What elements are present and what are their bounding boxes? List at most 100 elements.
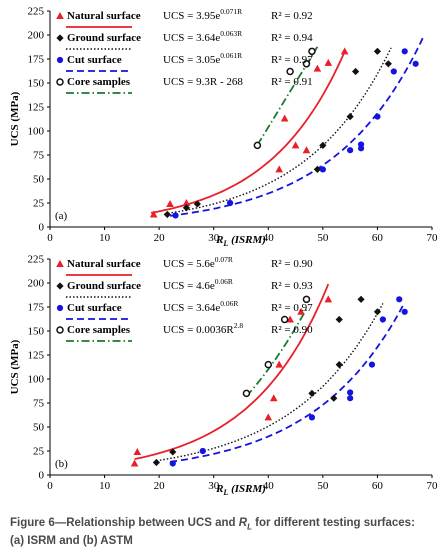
figure-caption: Figure 6—Relationship between UCS and RL… [10, 516, 440, 548]
caption-line-2: (a) ISRM and (b) ASTM [10, 535, 133, 548]
data-point-circle [172, 212, 179, 219]
y-tick-label: 225 [28, 254, 45, 266]
caption-symbol-sub: L [247, 522, 252, 532]
data-point-circle [379, 316, 386, 323]
x-tick-label: 60 [372, 480, 384, 492]
data-point-open-circle [242, 389, 251, 398]
x-axis-title-suffix: (ISRM) [228, 483, 266, 495]
data-point-diamond [319, 141, 327, 149]
data-point-triangle [269, 394, 278, 402]
data-point-diamond [346, 113, 354, 121]
legend-equation-base: UCS = 3.05e [163, 54, 220, 66]
legend-r2: R² = 0.97 [271, 302, 313, 314]
legend-equation: UCS = 0.0036R2.8 [163, 321, 243, 336]
x-tick-label: 70 [427, 232, 439, 244]
data-point-diamond [373, 308, 382, 316]
legend-r2: R² = 0.91 [271, 76, 313, 88]
panel-label: (b) [55, 458, 68, 470]
x-tick-label: 40 [263, 232, 275, 244]
fit-line-circle [169, 301, 406, 463]
x-tick-label: 30 [208, 232, 220, 244]
data-point-triangle [182, 199, 191, 206]
caption-prefix: Figure 6—Relationship between UCS and [10, 517, 239, 529]
data-point-circle [319, 166, 326, 173]
legend-series-name: Core samples [67, 324, 131, 336]
y-tick-label: 150 [28, 78, 45, 90]
x-tick-label: 20 [154, 232, 166, 244]
legend-equation-base: UCS = 0.0036R [163, 324, 234, 336]
x-tick-label: 40 [263, 480, 275, 492]
x-axis-title: RL (ISRM) [215, 234, 266, 248]
legend-equation: UCS = 5.6e0.07R [163, 255, 233, 270]
legend-equation: UCS = 3.64e0.06R [163, 299, 238, 314]
x-tick-label: 50 [317, 232, 329, 244]
legend-marker-open-circle [56, 326, 64, 334]
legend-marker-circle [56, 304, 64, 312]
data-point-open-circle [286, 67, 294, 76]
data-point-diamond [384, 60, 392, 68]
y-tick-label: 75 [33, 150, 45, 162]
legend-marker-circle [56, 56, 64, 64]
data-point-triangle [264, 413, 273, 421]
x-tick-label: 10 [99, 480, 111, 492]
fit-line-circle [169, 35, 425, 217]
panel-label: (a) [55, 210, 68, 222]
data-point-open-circle [280, 315, 289, 324]
legend-equation-base: UCS = 3.64e [163, 32, 220, 44]
data-point-diamond [357, 295, 365, 303]
y-tick-label: 0 [39, 222, 45, 234]
x-tick-label: 50 [317, 480, 329, 492]
data-point-circle [374, 113, 381, 120]
data-point-circle [347, 395, 354, 402]
data-point-circle [396, 296, 403, 303]
y-tick-label: 125 [28, 350, 45, 362]
data-point-diamond [373, 47, 382, 55]
data-point-diamond [152, 458, 161, 467]
data-point-diamond [335, 315, 343, 324]
data-point-circle [401, 308, 408, 315]
legend-r2: R² = 0.92 [271, 10, 313, 22]
x-tick-label: 10 [99, 232, 111, 244]
y-tick-label: 125 [28, 102, 45, 114]
y-axis-title: UCS (MPa) [9, 339, 21, 394]
x-axis-title-symbol: R [215, 483, 223, 495]
legend-series-name: Ground surface [67, 32, 141, 44]
legend-equation-base: UCS = 9.3R - 268 [163, 76, 243, 88]
fit-line-diamond [156, 303, 384, 462]
legend-equation-exponent: 0.07R [215, 255, 233, 264]
legend-equation: UCS = 4.6e0.06R [163, 277, 233, 292]
legend-equation-exponent: 0.06R [215, 277, 233, 286]
caption-suffix: for different testing surfaces: [251, 517, 415, 529]
data-point-circle [390, 68, 397, 75]
data-point-diamond [169, 448, 177, 456]
data-point-circle [347, 389, 354, 396]
data-point-diamond [352, 67, 360, 76]
chart-panel-2: 0 25 50 75 100 125 150 175 200 225 0 10 20 30 40 50 60 70… [9, 254, 438, 498]
y-tick-label: 75 [33, 398, 45, 410]
legend-marker-diamond [56, 282, 64, 290]
legend-equation: UCS = 3.95e0.071R [163, 7, 242, 22]
y-tick-label: 50 [33, 174, 45, 186]
x-axis-title-subscript: L [222, 239, 228, 248]
y-tick-label: 25 [33, 198, 45, 210]
x-tick-label: 0 [47, 232, 53, 244]
data-point-triangle [275, 165, 283, 173]
data-point-triangle [340, 47, 349, 55]
caption-line-1: Figure 6—Relationship between UCS and RL… [10, 516, 440, 534]
legend-r2: R² = 0.97 [271, 54, 313, 66]
legend-equation-exponent: 2.8 [234, 321, 244, 330]
data-point-circle [357, 141, 365, 148]
legend-equation-base: UCS = 3.95e [163, 10, 220, 22]
y-tick-label: 225 [28, 6, 45, 18]
x-axis-title-suffix: (ISRM) [228, 234, 266, 246]
y-tick-label: 0 [39, 470, 45, 482]
legend-marker-open-circle [56, 78, 64, 86]
data-point-triangle [130, 459, 139, 467]
data-point-triangle [313, 64, 322, 72]
data-point-triangle [286, 315, 294, 323]
legend-series-name: Ground surface [67, 280, 141, 292]
y-tick-label: 200 [28, 278, 45, 290]
data-point-triangle [324, 58, 333, 66]
data-point-diamond [313, 165, 321, 173]
x-axis-title: RL (ISRM) [215, 483, 266, 497]
